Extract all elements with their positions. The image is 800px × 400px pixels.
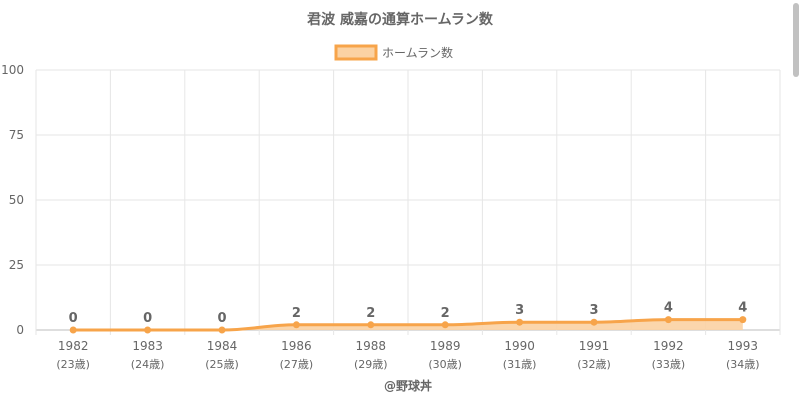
data-point — [590, 318, 598, 326]
y-tick-label: 50 — [9, 193, 24, 207]
data-point — [69, 326, 77, 334]
data-point — [739, 316, 747, 324]
data-point — [292, 321, 300, 329]
x-tick-sublabel: (27歳) — [280, 358, 314, 371]
data-labels: 0 0 0 2 2 2 3 3 4 4 — [69, 301, 748, 326]
x-axis-ticks: 1982 (23歳) 1983 (24歳) 1984 (25歳) 1986 (27歳) 1988… — [56, 339, 759, 371]
x-tick-sublabel: (32歳) — [577, 358, 611, 371]
x-tick-sublabel: (30歳) — [428, 358, 462, 371]
vertical-scrollbar[interactable] — [792, 0, 800, 400]
legend-label: ホームラン数 — [382, 45, 453, 60]
x-tick-label: 1993 — [728, 339, 759, 353]
data-label: 2 — [292, 306, 301, 321]
x-tick-label: 1982 — [58, 339, 89, 353]
data-label: 0 — [69, 311, 78, 326]
x-tick-sublabel: (33歳) — [652, 358, 686, 371]
x-tick-sublabel: (34歳) — [726, 358, 760, 371]
x-tick-label: 1990 — [504, 339, 535, 353]
data-point — [516, 318, 524, 326]
data-label: 4 — [738, 301, 747, 316]
y-tick-label: 25 — [9, 258, 24, 272]
data-label: 3 — [515, 303, 524, 318]
chart-title: 君波 威嘉の通算ホームラン数 — [306, 11, 494, 28]
data-point — [144, 326, 152, 334]
y-tick-label: 100 — [1, 63, 24, 77]
data-label: 3 — [589, 303, 598, 318]
scrollbar-thumb[interactable] — [793, 3, 799, 77]
y-axis-ticks: 0 25 50 75 100 — [1, 63, 24, 337]
x-tick-label: 1988 — [356, 339, 387, 353]
y-tick-label: 0 — [16, 323, 24, 337]
data-label: 4 — [664, 301, 673, 316]
grid — [35, 69, 781, 335]
legend-swatch — [334, 44, 378, 61]
data-point — [441, 321, 449, 329]
data-label: 0 — [143, 311, 152, 326]
data-points — [69, 316, 747, 334]
series-line — [73, 318, 743, 332]
x-tick-label: 1983 — [132, 339, 163, 353]
data-label: 2 — [441, 306, 450, 321]
data-point — [664, 316, 672, 324]
x-tick-sublabel: (25歳) — [205, 358, 239, 371]
legend[interactable]: ホームラン数 — [334, 44, 453, 61]
data-point — [218, 326, 226, 334]
x-tick-sublabel: (23歳) — [56, 358, 90, 371]
credit-text: @野球丼 — [384, 378, 432, 393]
x-tick-sublabel: (24歳) — [131, 358, 165, 371]
x-tick-label: 1984 — [207, 339, 238, 353]
x-tick-label: 1992 — [653, 339, 684, 353]
data-label: 2 — [366, 306, 375, 321]
x-tick-label: 1986 — [281, 339, 312, 353]
x-tick-label: 1991 — [579, 339, 610, 353]
x-tick-label: 1989 — [430, 339, 461, 353]
data-label: 0 — [217, 311, 226, 326]
x-tick-sublabel: (31歳) — [503, 358, 537, 371]
x-tick-sublabel: (29歳) — [354, 358, 388, 371]
data-point — [367, 321, 375, 329]
y-tick-label: 75 — [9, 128, 24, 142]
